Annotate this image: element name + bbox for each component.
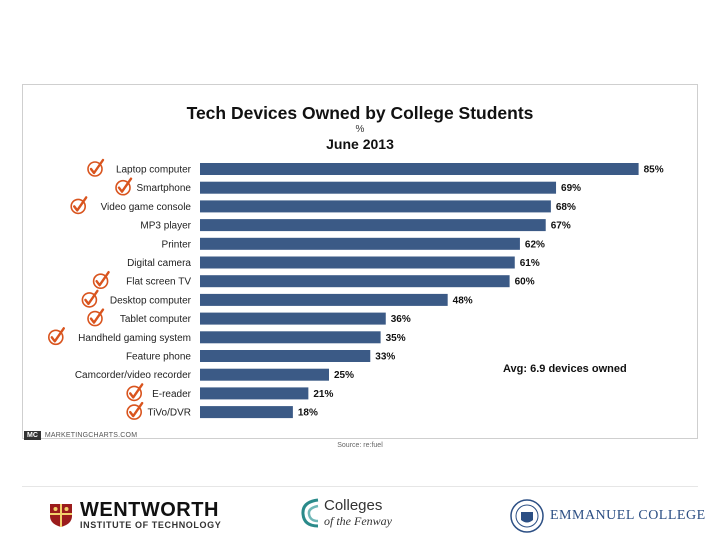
checkmark-icon <box>47 327 65 346</box>
value-label: 67% <box>551 221 571 232</box>
checkmark-icon <box>70 196 88 215</box>
checkmark-icon <box>87 158 105 177</box>
emmanuel-college-logo: EMMANUEL COLLEGE <box>510 499 706 533</box>
wentworth-subtitle: INSTITUTE OF TECHNOLOGY <box>80 520 222 530</box>
value-label: 35% <box>386 333 406 344</box>
fenway-name-top: Colleges <box>324 496 383 514</box>
value-label: 48% <box>453 295 473 306</box>
value-label: 61% <box>520 258 540 269</box>
emmanuel-name: EMMANUEL COLLEGE <box>550 508 706 523</box>
mc-badge: MC <box>24 430 41 440</box>
category-label: Laptop computer <box>116 165 192 176</box>
category-label: Digital camera <box>127 258 191 269</box>
chart-unit: % <box>355 124 365 135</box>
footer-divider <box>22 486 698 487</box>
wentworth-name: WENTWORTH <box>80 499 219 521</box>
wentworth-logo: WENTWORTH INSTITUTE OF TECHNOLOGY <box>48 500 221 530</box>
value-label: 33% <box>375 352 395 363</box>
category-label: Feature phone <box>126 352 191 363</box>
category-label: Tablet computer <box>120 314 192 325</box>
bar <box>200 237 520 250</box>
bar <box>200 406 293 419</box>
bar <box>200 275 510 288</box>
source-note: Source: re:fuel <box>337 442 383 449</box>
category-label: Camcorder/video recorder <box>75 370 192 381</box>
bar <box>200 387 309 400</box>
value-label: 36% <box>391 314 411 325</box>
category-label: Printer <box>162 239 192 250</box>
average-annotation: Avg: 6.9 devices owned <box>503 363 627 375</box>
category-label: Video game console <box>101 202 192 213</box>
checkmark-icon <box>81 289 99 308</box>
checkmark-icon <box>87 308 105 327</box>
emmanuel-seal-icon <box>510 499 544 533</box>
category-label: Desktop computer <box>110 295 192 306</box>
bar <box>200 200 551 213</box>
chart-title: Tech Devices Owned by College Students <box>186 103 534 123</box>
value-label: 85% <box>644 165 664 176</box>
bar <box>200 256 515 269</box>
value-label: 18% <box>298 408 318 419</box>
fenway-swirl-icon <box>301 498 319 528</box>
bar <box>200 163 639 175</box>
bar <box>200 368 329 381</box>
bar <box>200 331 381 344</box>
colleges-of-the-fenway-logo: Colleges of the Fenway <box>298 496 392 530</box>
bar <box>200 350 371 362</box>
checkmark-icon <box>92 271 110 290</box>
checkmark-icon <box>126 383 144 402</box>
category-label: Flat screen TV <box>126 277 191 288</box>
value-label: 21% <box>313 389 333 400</box>
category-label: TiVo/DVR <box>147 408 191 419</box>
checkmark-icon <box>126 401 144 420</box>
mc-watermark-text: MARKETINGCHARTS.COM <box>44 431 138 439</box>
value-label: 62% <box>525 239 545 250</box>
bar <box>200 181 557 194</box>
fenway-name-bottom: of the Fenway <box>324 513 392 528</box>
chart-subtitle: June 2013 <box>326 136 394 152</box>
bar <box>200 219 546 232</box>
bar <box>200 293 448 306</box>
category-label: Handheld gaming system <box>78 333 191 344</box>
marketingcharts-logo: MC MARKETINGCHARTS.COM <box>24 429 137 441</box>
checkmark-icon <box>115 177 133 196</box>
value-label: 60% <box>515 277 535 288</box>
category-label: MP3 player <box>140 221 191 232</box>
value-label: 25% <box>334 370 354 381</box>
value-label: 69% <box>561 183 581 194</box>
bar <box>200 312 386 325</box>
value-label: 68% <box>556 202 576 213</box>
category-label: E-reader <box>152 389 192 400</box>
category-label: Smartphone <box>137 183 192 194</box>
wentworth-crest-icon <box>50 504 72 527</box>
